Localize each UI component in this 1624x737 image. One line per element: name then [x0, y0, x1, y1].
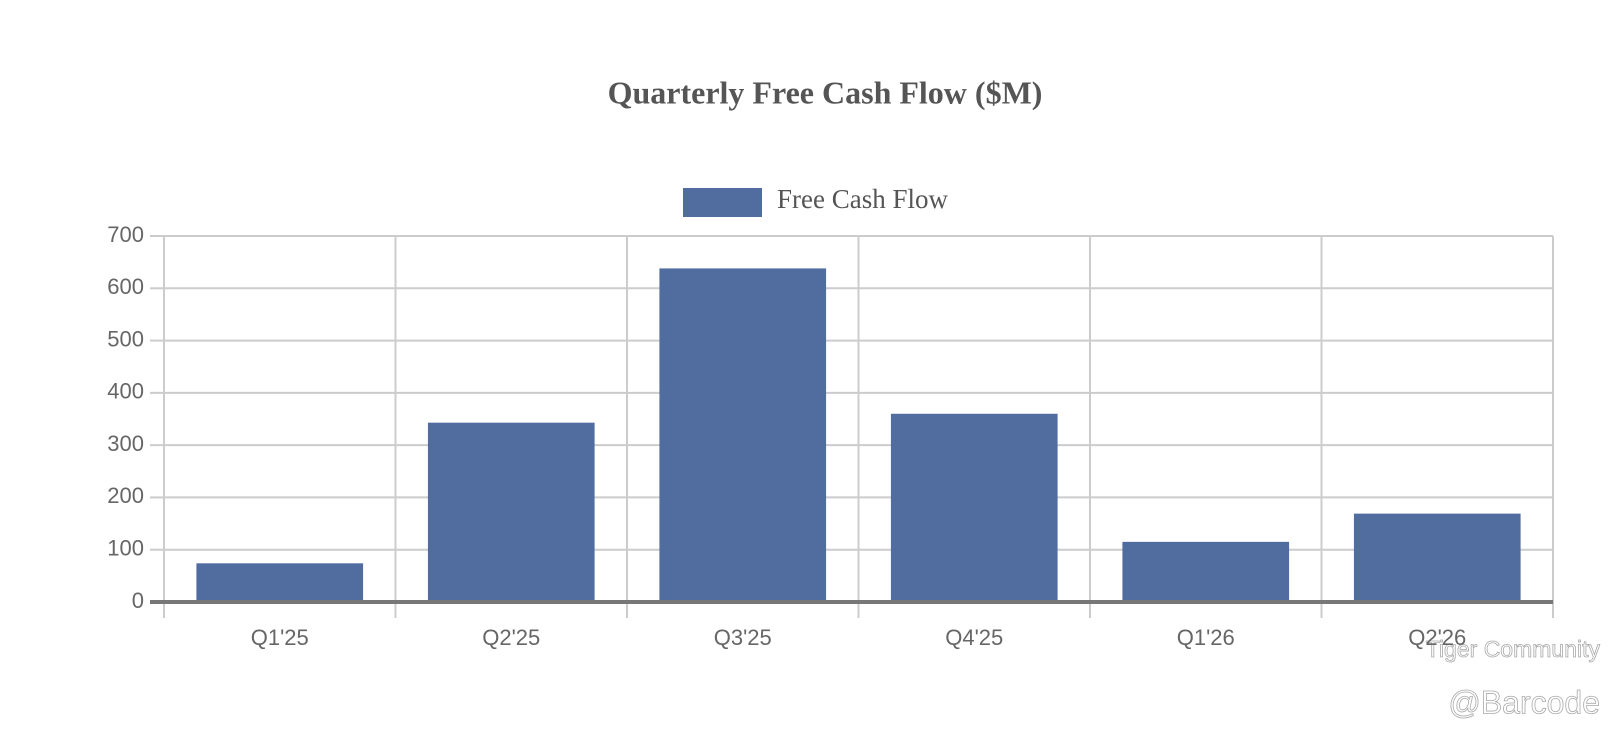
bar	[196, 563, 364, 602]
legend-label: Free Cash Flow	[777, 184, 948, 214]
x-tick-label: Q1'26	[1177, 625, 1235, 650]
y-tick-label: 0	[132, 588, 144, 613]
y-tick-label: 200	[107, 483, 144, 508]
x-tick-label: Q2'26	[1408, 625, 1466, 650]
x-tick-label: Q4'25	[945, 625, 1003, 650]
x-tick-label: Q3'25	[714, 625, 772, 650]
bar	[890, 413, 1058, 602]
x-tick-label: Q1'25	[251, 625, 309, 650]
y-tick-label: 400	[107, 379, 144, 404]
watermark: @Barcode	[1448, 684, 1600, 720]
legend-swatch	[683, 188, 762, 217]
chart-title: Quarterly Free Cash Flow ($M)	[608, 74, 1043, 110]
y-tick-label: 700	[107, 222, 144, 247]
y-tick-label: 500	[107, 326, 144, 351]
bar	[659, 268, 827, 602]
bar	[1353, 513, 1521, 602]
y-tick-label: 300	[107, 431, 144, 456]
x-tick-label: Q2'25	[482, 625, 540, 650]
y-tick-label: 600	[107, 274, 144, 299]
watermark: Tiger Community	[1426, 636, 1601, 662]
bar	[427, 422, 595, 602]
y-tick-label: 100	[107, 536, 144, 561]
bar	[1122, 541, 1290, 602]
